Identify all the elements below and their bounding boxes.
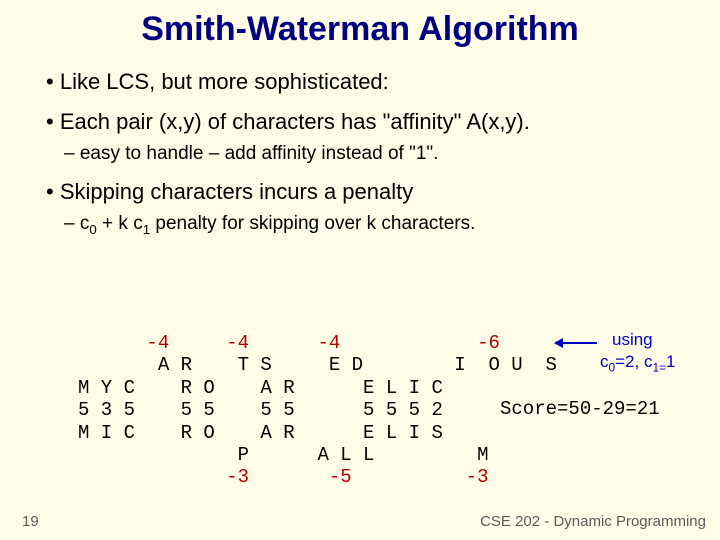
sequence-1-row: A R T S E D I O U S [78, 354, 557, 376]
bullet-3-sub-1: – c0 + k c1 penalty for skipping over k … [46, 213, 710, 237]
annotation-score: Score=50-29=21 [500, 398, 660, 420]
scores-row: 5 3 5 5 5 5 5 5 5 5 2 [78, 399, 443, 421]
bullet-1-text: Like LCS, but more sophisticated: [60, 69, 389, 94]
course-footer: CSE 202 - Dynamic Programming [480, 513, 706, 530]
sequence-2-row: P A L L M [78, 444, 488, 466]
annotation-c-values: c0=2, c1=1 [600, 352, 676, 374]
bullet-3: • Skipping characters incurs a penalty [46, 179, 710, 205]
bullet-3-text: Skipping characters incurs a penalty [60, 179, 413, 204]
bullet-2-sub-1-text: easy to handle – add affinity instead of… [80, 143, 439, 164]
match-1-row: M Y C R O A R E L I C [78, 377, 443, 399]
page-number: 19 [22, 513, 39, 530]
penalties-bot-row: -3 -5 -3 [78, 466, 488, 488]
slide-title: Smith-Waterman Algorithm [0, 0, 720, 55]
bullet-2-sub-1: – easy to handle – add affinity instead … [46, 143, 710, 165]
arrow-icon [555, 342, 597, 344]
match-2-row: M I C R O A R E L I S [78, 422, 443, 444]
bullet-list: • Like LCS, but more sophisticated: • Ea… [0, 69, 720, 237]
bullet-2-text: Each pair (x,y) of characters has "affin… [60, 109, 530, 134]
annotation-using: using [612, 330, 653, 350]
bullet-1: • Like LCS, but more sophisticated: [46, 69, 710, 95]
bullet-2: • Each pair (x,y) of characters has "aff… [46, 109, 710, 135]
penalties-top-row: -4 -4 -4 -6 [78, 332, 500, 354]
alignment-block: -4 -4 -4 -6 A R T S E D I O U S M Y C R … [78, 332, 557, 489]
